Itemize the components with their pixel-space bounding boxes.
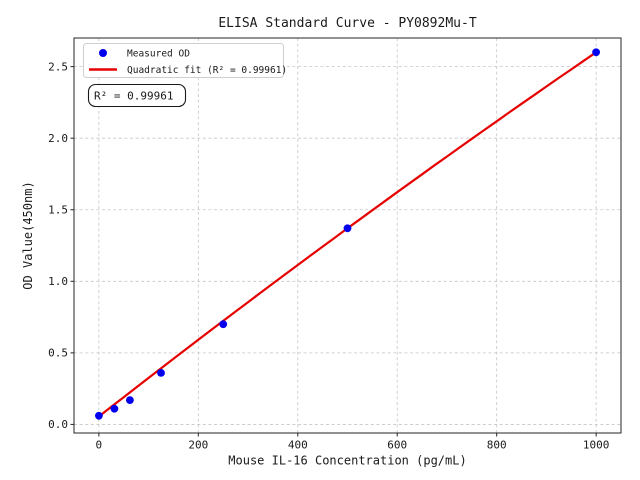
r-squared-text: R² = 0.99961 [94,90,173,103]
chart-title: ELISA Standard Curve - PY0892Mu-T [218,16,476,31]
y-tick-label: 1.0 [48,275,68,288]
plot-border [73,37,622,434]
y-tick-label: 2.0 [48,132,68,145]
y-tick-label: 2.5 [48,60,68,73]
measured-od-point [110,404,119,413]
data-points [95,48,600,420]
measured-od-point [219,320,228,329]
legend-quadratic-fit-label: Quadratic fit (R² = 0.99961) [127,65,287,76]
y-axis-label: OD Value(450nm) [21,181,35,289]
x-axis-ticks: 0 200 400 600 800 1000 [96,433,610,452]
x-tick-label: 1000 [583,439,610,452]
y-tick-label: 0.0 [48,418,68,431]
measured-od-point [157,369,165,377]
measured-od-point [125,396,134,404]
measured-od-point [592,48,600,57]
x-axis-label: Mouse IL-16 Concentration (pg/mL) [228,454,466,468]
y-tick-label: 1.5 [48,204,68,217]
y-axis-ticks: 0.0 0.5 1.0 1.5 2.0 2.5 [48,60,74,431]
y-tick-label: 0.5 [48,347,68,360]
measured-od-point [95,411,103,420]
x-tick-label: 0 [96,439,103,452]
x-tick-label: 800 [487,439,507,452]
measured-od-point [343,224,352,233]
r-squared-annotation: R² = 0.99961 [87,83,187,108]
x-tick-label: 600 [387,439,407,452]
legend-box [83,43,284,78]
legend-measured-od-marker-icon [99,49,107,57]
x-tick-label: 400 [288,439,308,452]
legend: Measured OD Quadratic fit (R² = 0.99961) [83,43,287,78]
x-tick-label: 200 [188,439,208,452]
r-squared-box [87,83,187,108]
legend-measured-od-label: Measured OD [127,49,190,60]
